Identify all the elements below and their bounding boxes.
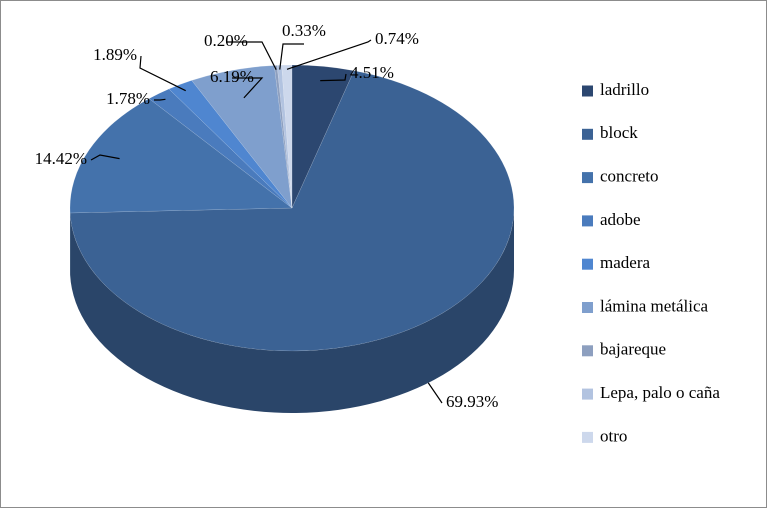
pie-slice bbox=[69, 70, 515, 352]
data-label: 0.74% bbox=[375, 29, 419, 48]
legend-swatch bbox=[582, 258, 593, 270]
pie-slice bbox=[276, 64, 293, 209]
legend-label: ladrillo bbox=[600, 80, 649, 99]
legend-label: madera bbox=[600, 253, 650, 272]
data-label: 69.93% bbox=[446, 392, 498, 411]
data-label: 14.42% bbox=[35, 149, 87, 168]
leader-line bbox=[286, 39, 372, 70]
legend-swatch bbox=[582, 215, 593, 227]
leader-line bbox=[226, 41, 277, 70]
data-label: 1.89% bbox=[93, 45, 137, 64]
legend-label: concreto bbox=[600, 167, 659, 186]
legend-swatch bbox=[582, 128, 593, 140]
legend-swatch bbox=[582, 85, 593, 97]
legend-swatch bbox=[582, 388, 593, 400]
legend-swatch bbox=[582, 431, 593, 443]
legend-swatch bbox=[582, 345, 593, 357]
legend-swatch bbox=[582, 172, 593, 184]
leader-line bbox=[279, 43, 304, 70]
legend-label: block bbox=[600, 123, 638, 142]
pie-slice bbox=[291, 64, 355, 209]
pie-slice bbox=[168, 80, 293, 209]
data-label: 1.78% bbox=[106, 89, 150, 108]
leader-line bbox=[154, 98, 166, 101]
data-label: 0.33% bbox=[282, 21, 326, 40]
legend-swatch bbox=[582, 302, 593, 313]
leader-line bbox=[232, 77, 264, 99]
legend-label: bajareque bbox=[600, 340, 666, 359]
legend-label: adobe bbox=[600, 210, 641, 229]
legend-label: lámina metálica bbox=[600, 296, 709, 315]
data-label: 4.51% bbox=[350, 63, 394, 82]
legend-label: Lepa, palo o caña bbox=[600, 383, 720, 402]
pie-slice bbox=[69, 98, 293, 214]
data-label: 6.19% bbox=[210, 67, 254, 86]
leader-line bbox=[427, 382, 443, 404]
leader-line bbox=[90, 154, 120, 161]
data-label: 0.20% bbox=[204, 31, 248, 50]
pie-side bbox=[70, 208, 515, 414]
leader-line bbox=[320, 73, 347, 82]
pie-slice bbox=[281, 64, 293, 209]
legend-label: otro bbox=[600, 426, 627, 445]
leader-line bbox=[139, 55, 186, 92]
pie-slice bbox=[148, 88, 293, 209]
